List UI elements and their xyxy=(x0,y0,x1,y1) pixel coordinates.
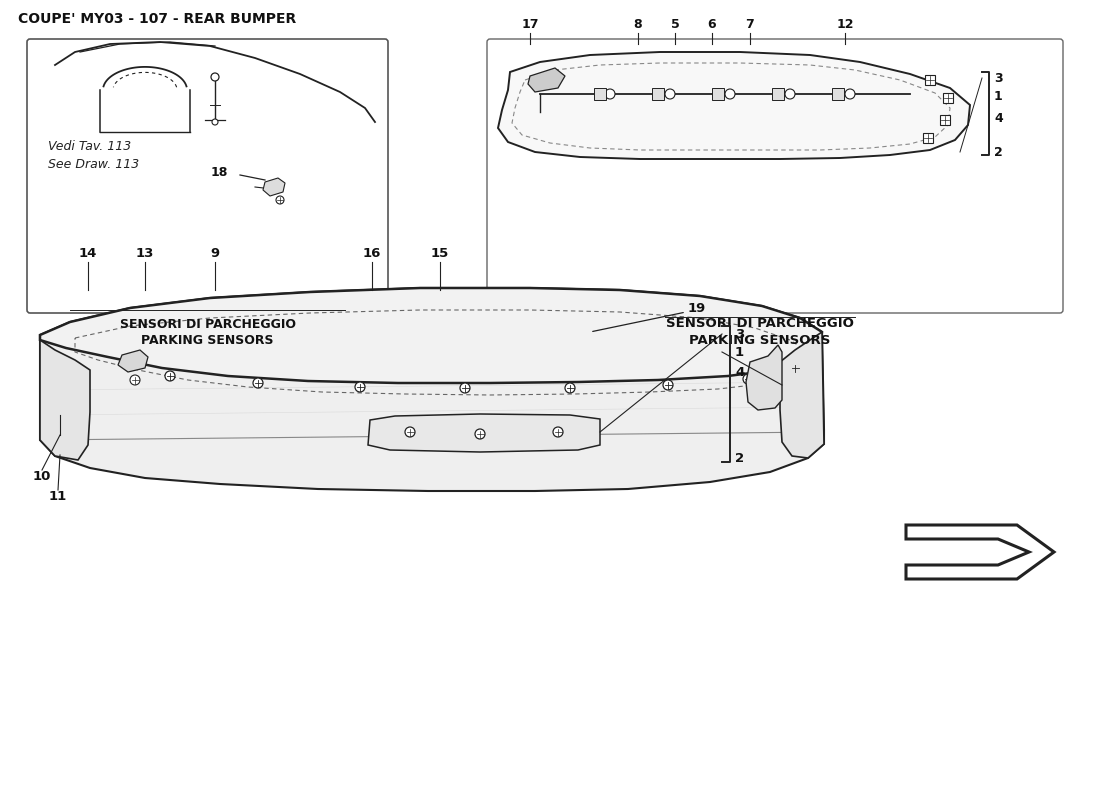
FancyBboxPatch shape xyxy=(28,39,388,313)
Text: SENSORI DI PARCHEGGIO
PARKING SENSORS: SENSORI DI PARCHEGGIO PARKING SENSORS xyxy=(667,317,854,346)
Polygon shape xyxy=(906,525,1054,579)
Polygon shape xyxy=(40,288,822,383)
Polygon shape xyxy=(368,414,600,452)
Text: 19: 19 xyxy=(688,302,706,314)
Text: Vedi Tav. 113
See Draw. 113: Vedi Tav. 113 See Draw. 113 xyxy=(48,140,140,171)
Circle shape xyxy=(212,119,218,125)
Circle shape xyxy=(663,380,673,390)
Bar xyxy=(943,93,953,103)
Bar xyxy=(925,75,935,85)
Text: 6: 6 xyxy=(707,18,716,31)
Polygon shape xyxy=(263,178,285,196)
Text: 18: 18 xyxy=(210,166,228,178)
Circle shape xyxy=(460,383,470,393)
Text: 9: 9 xyxy=(210,247,220,260)
Polygon shape xyxy=(746,345,782,410)
Circle shape xyxy=(785,89,795,99)
Text: 2: 2 xyxy=(735,451,744,465)
Text: 1: 1 xyxy=(735,346,744,358)
Bar xyxy=(923,133,933,143)
Circle shape xyxy=(790,363,800,373)
Text: 4: 4 xyxy=(994,111,1003,125)
Circle shape xyxy=(130,375,140,385)
Text: 14: 14 xyxy=(79,247,97,260)
Text: 8: 8 xyxy=(634,18,642,31)
Circle shape xyxy=(605,89,615,99)
Polygon shape xyxy=(498,52,970,159)
Bar xyxy=(940,115,950,125)
Circle shape xyxy=(725,89,735,99)
Text: COUPE' MY03 - 107 - REAR BUMPER: COUPE' MY03 - 107 - REAR BUMPER xyxy=(18,12,296,26)
Text: 17: 17 xyxy=(521,18,539,31)
Circle shape xyxy=(845,89,855,99)
Text: 3: 3 xyxy=(994,71,1002,85)
Circle shape xyxy=(211,73,219,81)
Polygon shape xyxy=(118,350,148,372)
Text: 7: 7 xyxy=(746,18,755,31)
Circle shape xyxy=(666,89,675,99)
Circle shape xyxy=(553,427,563,437)
Bar xyxy=(652,88,664,100)
Bar xyxy=(832,88,844,100)
Text: eurospares: eurospares xyxy=(125,388,354,422)
Text: 4: 4 xyxy=(735,366,745,378)
Circle shape xyxy=(475,429,485,439)
Text: 3: 3 xyxy=(735,327,745,341)
Text: 13: 13 xyxy=(135,247,154,260)
Polygon shape xyxy=(40,340,90,460)
Text: 15: 15 xyxy=(431,247,449,260)
Text: 1: 1 xyxy=(994,90,1003,102)
Circle shape xyxy=(565,383,575,393)
Text: 10: 10 xyxy=(33,470,52,483)
Text: 11: 11 xyxy=(48,490,67,503)
Text: eurospares: eurospares xyxy=(585,363,814,397)
Circle shape xyxy=(355,382,365,392)
Bar xyxy=(594,88,606,100)
Polygon shape xyxy=(40,288,824,491)
Circle shape xyxy=(742,374,754,384)
Polygon shape xyxy=(780,332,824,458)
Circle shape xyxy=(165,371,175,381)
Text: 5: 5 xyxy=(671,18,680,31)
Bar xyxy=(772,88,784,100)
Text: 12: 12 xyxy=(836,18,854,31)
Text: 16: 16 xyxy=(363,247,382,260)
Bar xyxy=(712,88,724,100)
Text: SENSORI DI PARCHEGGIO
PARKING SENSORS: SENSORI DI PARCHEGGIO PARKING SENSORS xyxy=(120,318,296,347)
Circle shape xyxy=(276,196,284,204)
Circle shape xyxy=(405,427,415,437)
Circle shape xyxy=(253,378,263,388)
Polygon shape xyxy=(528,68,565,92)
Text: 2: 2 xyxy=(994,146,1003,158)
FancyBboxPatch shape xyxy=(487,39,1063,313)
